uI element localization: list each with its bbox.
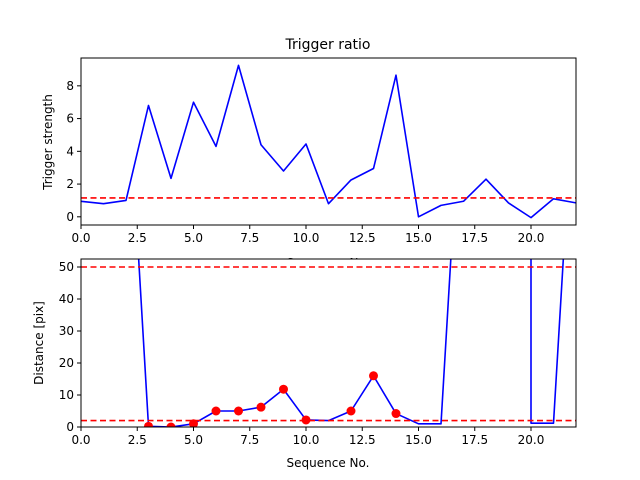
- axes-frame: [80, 57, 577, 226]
- x-tick-label: 10.0: [293, 433, 320, 447]
- y-tick-label: 10: [59, 388, 74, 402]
- y-tick-label: 0: [66, 420, 74, 434]
- axes-background: [81, 259, 576, 427]
- x-tick-label: 2.5: [128, 231, 147, 245]
- x-tick-label: 7.5: [240, 433, 259, 447]
- x-tick-label: 10.0: [293, 231, 320, 245]
- x-tick-label: 17.5: [461, 231, 488, 245]
- data-point: [279, 384, 288, 394]
- y-axis-label: Distance [pix]: [32, 301, 46, 385]
- chart-title: Trigger ratio: [284, 37, 370, 53]
- data-point: [211, 406, 221, 416]
- x-tick-label: 15.0: [405, 231, 432, 245]
- series-line: [81, 64, 576, 219]
- plot-area: [81, 259, 576, 427]
- data-point: [391, 409, 401, 419]
- x-tick-label: 5.0: [184, 231, 203, 245]
- y-axis-label: Trigger strength: [41, 94, 55, 191]
- data-point: [301, 415, 311, 425]
- x-tick-label: 2.5: [128, 433, 147, 447]
- data-point: [144, 421, 153, 427]
- y-tick-label: 30: [59, 324, 74, 338]
- data-point: [369, 371, 378, 381]
- y-tick-label: 20: [59, 356, 74, 370]
- y-tick-label: 2: [66, 177, 74, 191]
- data-point: [346, 406, 356, 416]
- x-tick-label: 12.5: [349, 231, 376, 245]
- axes-frame: [80, 258, 577, 428]
- y-tick-label: 40: [59, 292, 74, 306]
- x-tick-label: 7.5: [240, 231, 259, 245]
- distance-chart: Sequence No. Distance [pix] 0.0 2.5 5.0 7.5…: [32, 258, 577, 470]
- x-tick-label: 0.0: [71, 433, 90, 447]
- data-point: [234, 406, 243, 416]
- y-tick-label: 4: [66, 144, 74, 158]
- x-tick-label: 0.0: [71, 231, 90, 245]
- y-tick-label: 50: [59, 260, 74, 274]
- x-tick-label: 20.0: [518, 231, 545, 245]
- data-point: [256, 402, 266, 412]
- y-tick-label: 6: [66, 112, 74, 126]
- y-tick-label: 8: [66, 79, 74, 93]
- x-tick-label: 20.0: [518, 433, 545, 447]
- plot-area: [81, 64, 576, 219]
- x-tick-label: 17.5: [461, 433, 488, 447]
- x-tick-label: 12.5: [349, 433, 376, 447]
- data-point: [166, 422, 176, 427]
- x-tick-label: 15.0: [405, 433, 432, 447]
- y-tick-label: 0: [66, 210, 74, 224]
- trigger-ratio-chart: Trigger ratio Sequence No. Trigger stren…: [41, 37, 577, 270]
- x-axis-label: Sequence No.: [287, 456, 370, 470]
- x-tick-label: 5.0: [184, 433, 203, 447]
